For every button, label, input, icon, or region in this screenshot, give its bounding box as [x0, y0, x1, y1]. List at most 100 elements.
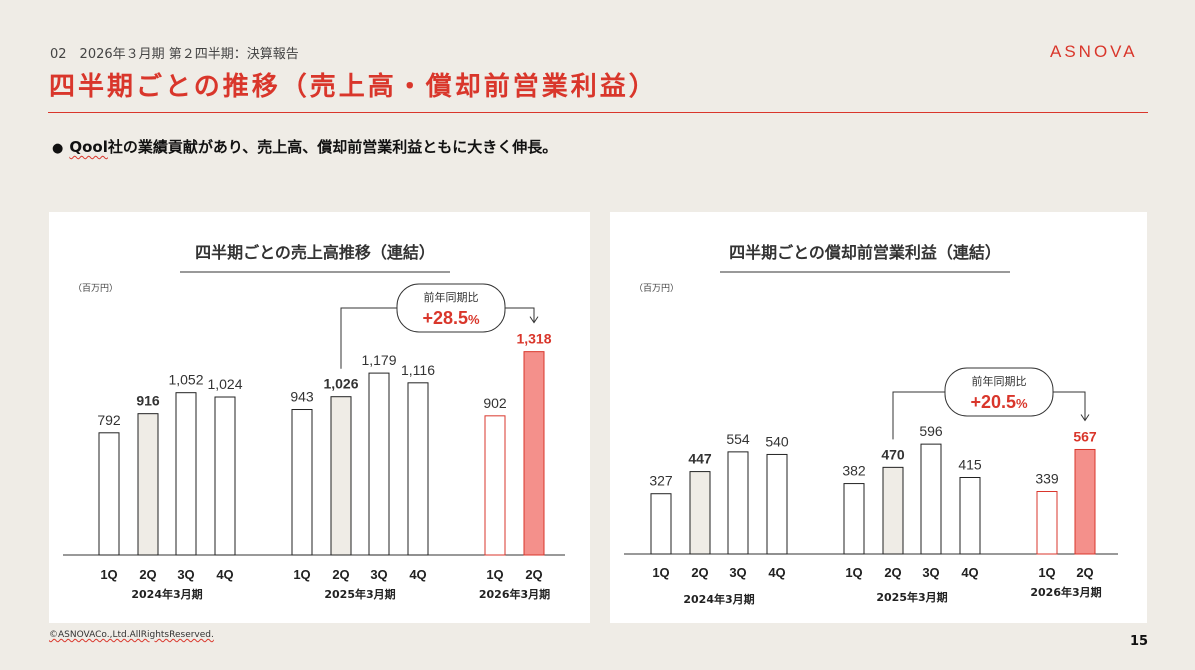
x-tick-label: 2Q: [884, 565, 901, 580]
group-label: 2025年3月期: [876, 590, 947, 604]
x-tick-label: 2Q: [1076, 565, 1093, 580]
data-label: 902: [483, 395, 507, 411]
data-label: 1,318: [516, 331, 551, 347]
bar: [484, 415, 506, 556]
callout-bracket-left: [892, 391, 945, 440]
data-label: 1,052: [168, 372, 203, 388]
x-tick-label: 3Q: [370, 567, 387, 582]
x-tick-label: 4Q: [961, 565, 978, 580]
x-tick-label: 3Q: [177, 567, 194, 582]
brand-logo: ASNOVA: [1050, 42, 1138, 61]
bar: [175, 392, 197, 556]
x-tick-label: 2Q: [139, 567, 156, 582]
group-label: 2025年3月期: [324, 587, 395, 601]
ebitda-chart: 四半期ごとの償却前営業利益（連結） （百万円） 327 1Q 447 2Q 554 3Q 540…: [624, 243, 1118, 606]
bar: [1074, 448, 1096, 555]
bar: [959, 476, 981, 555]
data-label: 1,024: [207, 376, 242, 392]
x-tick-label: 4Q: [409, 567, 426, 582]
bar: [1036, 491, 1058, 555]
x-tick-label: 2Q: [525, 567, 542, 582]
callout-label: 前年同期比: [424, 290, 479, 304]
callout-arrow-icon: [1080, 414, 1090, 422]
bar: [214, 396, 236, 556]
callout-bubble: [396, 283, 506, 333]
bar: [650, 493, 672, 555]
callout-value: +28.5%: [422, 308, 480, 328]
callout-value-unit: %: [468, 312, 480, 327]
group-label: 2024年3月期: [131, 587, 202, 601]
callout-bracket-right: [505, 307, 535, 322]
data-label: 447: [688, 451, 712, 467]
copyright-text: ©ASNOVACo.,Ltd.AllRightsReserved.: [49, 630, 214, 640]
bar: [523, 351, 545, 556]
callout-value: +20.5%: [970, 392, 1028, 412]
page-title: 四半期ごとの推移（売上高・償却前営業利益）: [49, 72, 658, 102]
bar: [920, 443, 942, 555]
x-tick-label: 1Q: [100, 567, 117, 582]
bar: [882, 466, 904, 555]
x-tick-label: 1Q: [1038, 565, 1055, 580]
callout-bubble: [944, 367, 1054, 417]
data-label: 792: [97, 412, 121, 428]
data-label: 567: [1073, 428, 1097, 444]
bar: [330, 396, 352, 556]
bar: [291, 409, 313, 556]
group-label: 2024年3月期: [683, 592, 754, 606]
x-tick-label: 1Q: [652, 565, 669, 580]
x-tick-label: 3Q: [922, 565, 939, 580]
data-label: 415: [958, 456, 982, 472]
data-label: 1,026: [323, 376, 358, 392]
bar: [407, 382, 429, 556]
title-divider: [48, 112, 1148, 113]
unit-label: （百万円）: [634, 283, 679, 294]
section-subtitle: 02 2026年３月期 第２四半期：決算報告: [50, 47, 299, 62]
data-label: 327: [649, 473, 673, 489]
data-label: 382: [842, 463, 866, 479]
data-label: 554: [726, 431, 750, 447]
bullet-text: 社の業績貢献があり、売上高、償却前営業利益ともに大きく伸長。: [107, 138, 558, 156]
callout-value-number: +20.5: [970, 392, 1016, 412]
sales-chart: 四半期ごとの売上高推移（連結） （百万円） 792 1Q 916 2Q 1,052 3Q 1,0…: [63, 243, 565, 601]
bar: [766, 453, 788, 555]
data-label: 943: [290, 389, 314, 405]
data-label: 470: [881, 446, 905, 462]
callout-arrow-icon: [529, 316, 539, 324]
bar: [727, 451, 749, 555]
callout-value-number: +28.5: [422, 308, 468, 328]
summary-bullet: ● Qool社の業績貢献があり、売上高、償却前営業利益ともに大きく伸長。: [52, 136, 557, 157]
callout-bracket-left: [340, 307, 397, 369]
copyright-notice: ©ASNOVACo.,Ltd.AllRightsReserved.: [49, 630, 214, 640]
chart-title: 四半期ごとの償却前営業利益（連結）: [729, 243, 1001, 262]
bar: [368, 372, 390, 556]
bar: [843, 483, 865, 555]
group-label: 2026年3月期: [1030, 585, 1101, 599]
data-label: 540: [765, 433, 789, 449]
x-tick-label: 4Q: [216, 567, 233, 582]
data-label: 916: [136, 393, 160, 409]
sales-chart-panel: 四半期ごとの売上高推移（連結） （百万円） 792 1Q 916 2Q 1,052 3Q 1,0…: [49, 212, 590, 623]
bar: [689, 471, 711, 555]
x-tick-label: 1Q: [486, 567, 503, 582]
callout-label: 前年同期比: [972, 374, 1027, 388]
bar: [137, 413, 159, 556]
x-tick-label: 3Q: [729, 565, 746, 580]
callout-bracket-right: [1053, 391, 1086, 420]
data-label: 339: [1035, 471, 1059, 487]
x-tick-label: 4Q: [768, 565, 785, 580]
unit-label: （百万円）: [73, 283, 118, 294]
data-label: 1,179: [361, 352, 396, 368]
x-tick-label: 2Q: [332, 567, 349, 582]
bar: [98, 432, 120, 556]
x-tick-label: 1Q: [845, 565, 862, 580]
data-label: 596: [919, 423, 943, 439]
page-number: 15: [1130, 634, 1149, 649]
x-tick-label: 1Q: [293, 567, 310, 582]
bullet-dot-icon: ●: [52, 141, 64, 156]
bullet-lead-word: Qool: [69, 138, 108, 156]
x-tick-label: 2Q: [691, 565, 708, 580]
chart-title: 四半期ごとの売上高推移（連結）: [195, 243, 435, 262]
data-label: 1,116: [401, 362, 435, 378]
group-label: 2026年3月期: [479, 587, 550, 601]
callout-value-unit: %: [1016, 396, 1028, 411]
